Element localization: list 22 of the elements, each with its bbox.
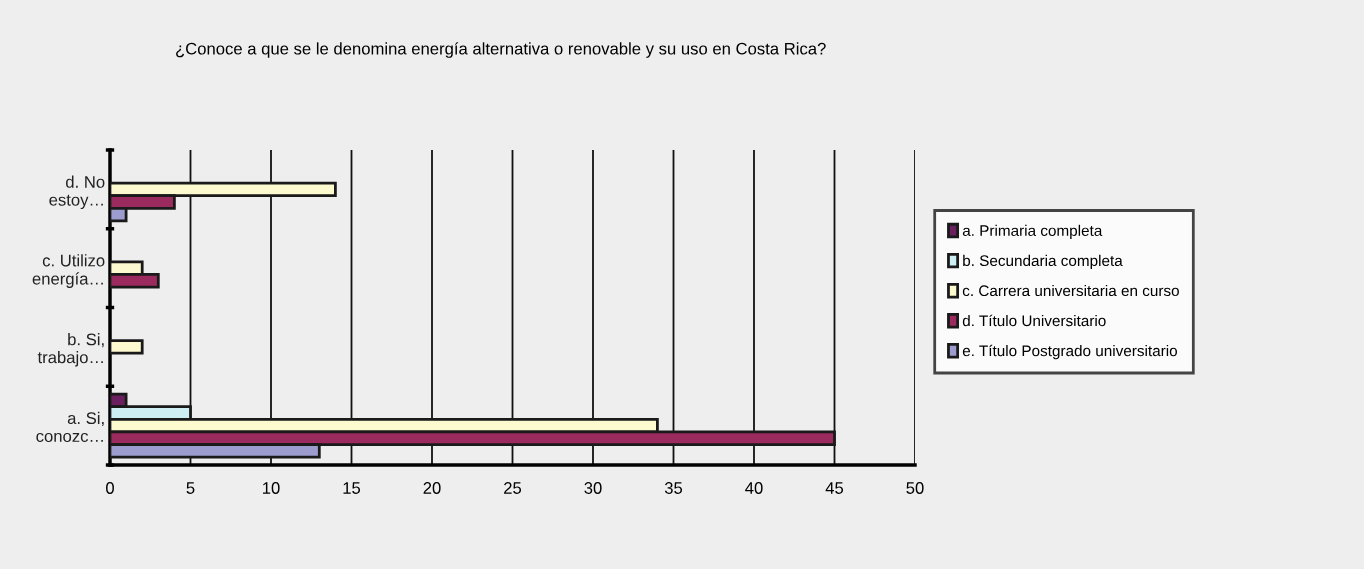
x-tick-label: 40 (745, 482, 763, 494)
y-tick-label: c. Utilizo energía… (32, 254, 105, 288)
y-tick-label: d. No estoy… (49, 175, 105, 210)
x-tick-label: 5 (186, 482, 195, 494)
x-tick-label: 10 (263, 482, 280, 494)
y-tick-label: a. Si, conozc… (36, 411, 104, 443)
legend-label: e. Título Postgrado universitario (962, 344, 1177, 360)
x-tick-label: 20 (423, 482, 441, 494)
x-tick-label: 30 (584, 482, 602, 494)
x-tick-label: 0 (106, 482, 114, 494)
y-tick-label: b. Si, trabajo… (37, 333, 104, 367)
x-tick-label: 50 (906, 482, 924, 494)
x-tick-label: 45 (825, 482, 844, 494)
chart-title: ¿Conoce a que se le denomina energía alternativa o renovable y su uso en Costa Rica? (176, 42, 826, 58)
legend-label: a. Primaria completa (962, 224, 1103, 240)
x-tick-label: 25 (504, 482, 522, 494)
x-tick-label: 15 (343, 482, 361, 494)
x-tick-label: 35 (664, 482, 683, 494)
legend-label: d. Título Universitario (962, 314, 1106, 327)
legend-label: b. Secundaria completa (963, 254, 1123, 270)
bar (110, 339, 144, 355)
legend-label: c. Carrera universitaria en curso (962, 284, 1179, 297)
